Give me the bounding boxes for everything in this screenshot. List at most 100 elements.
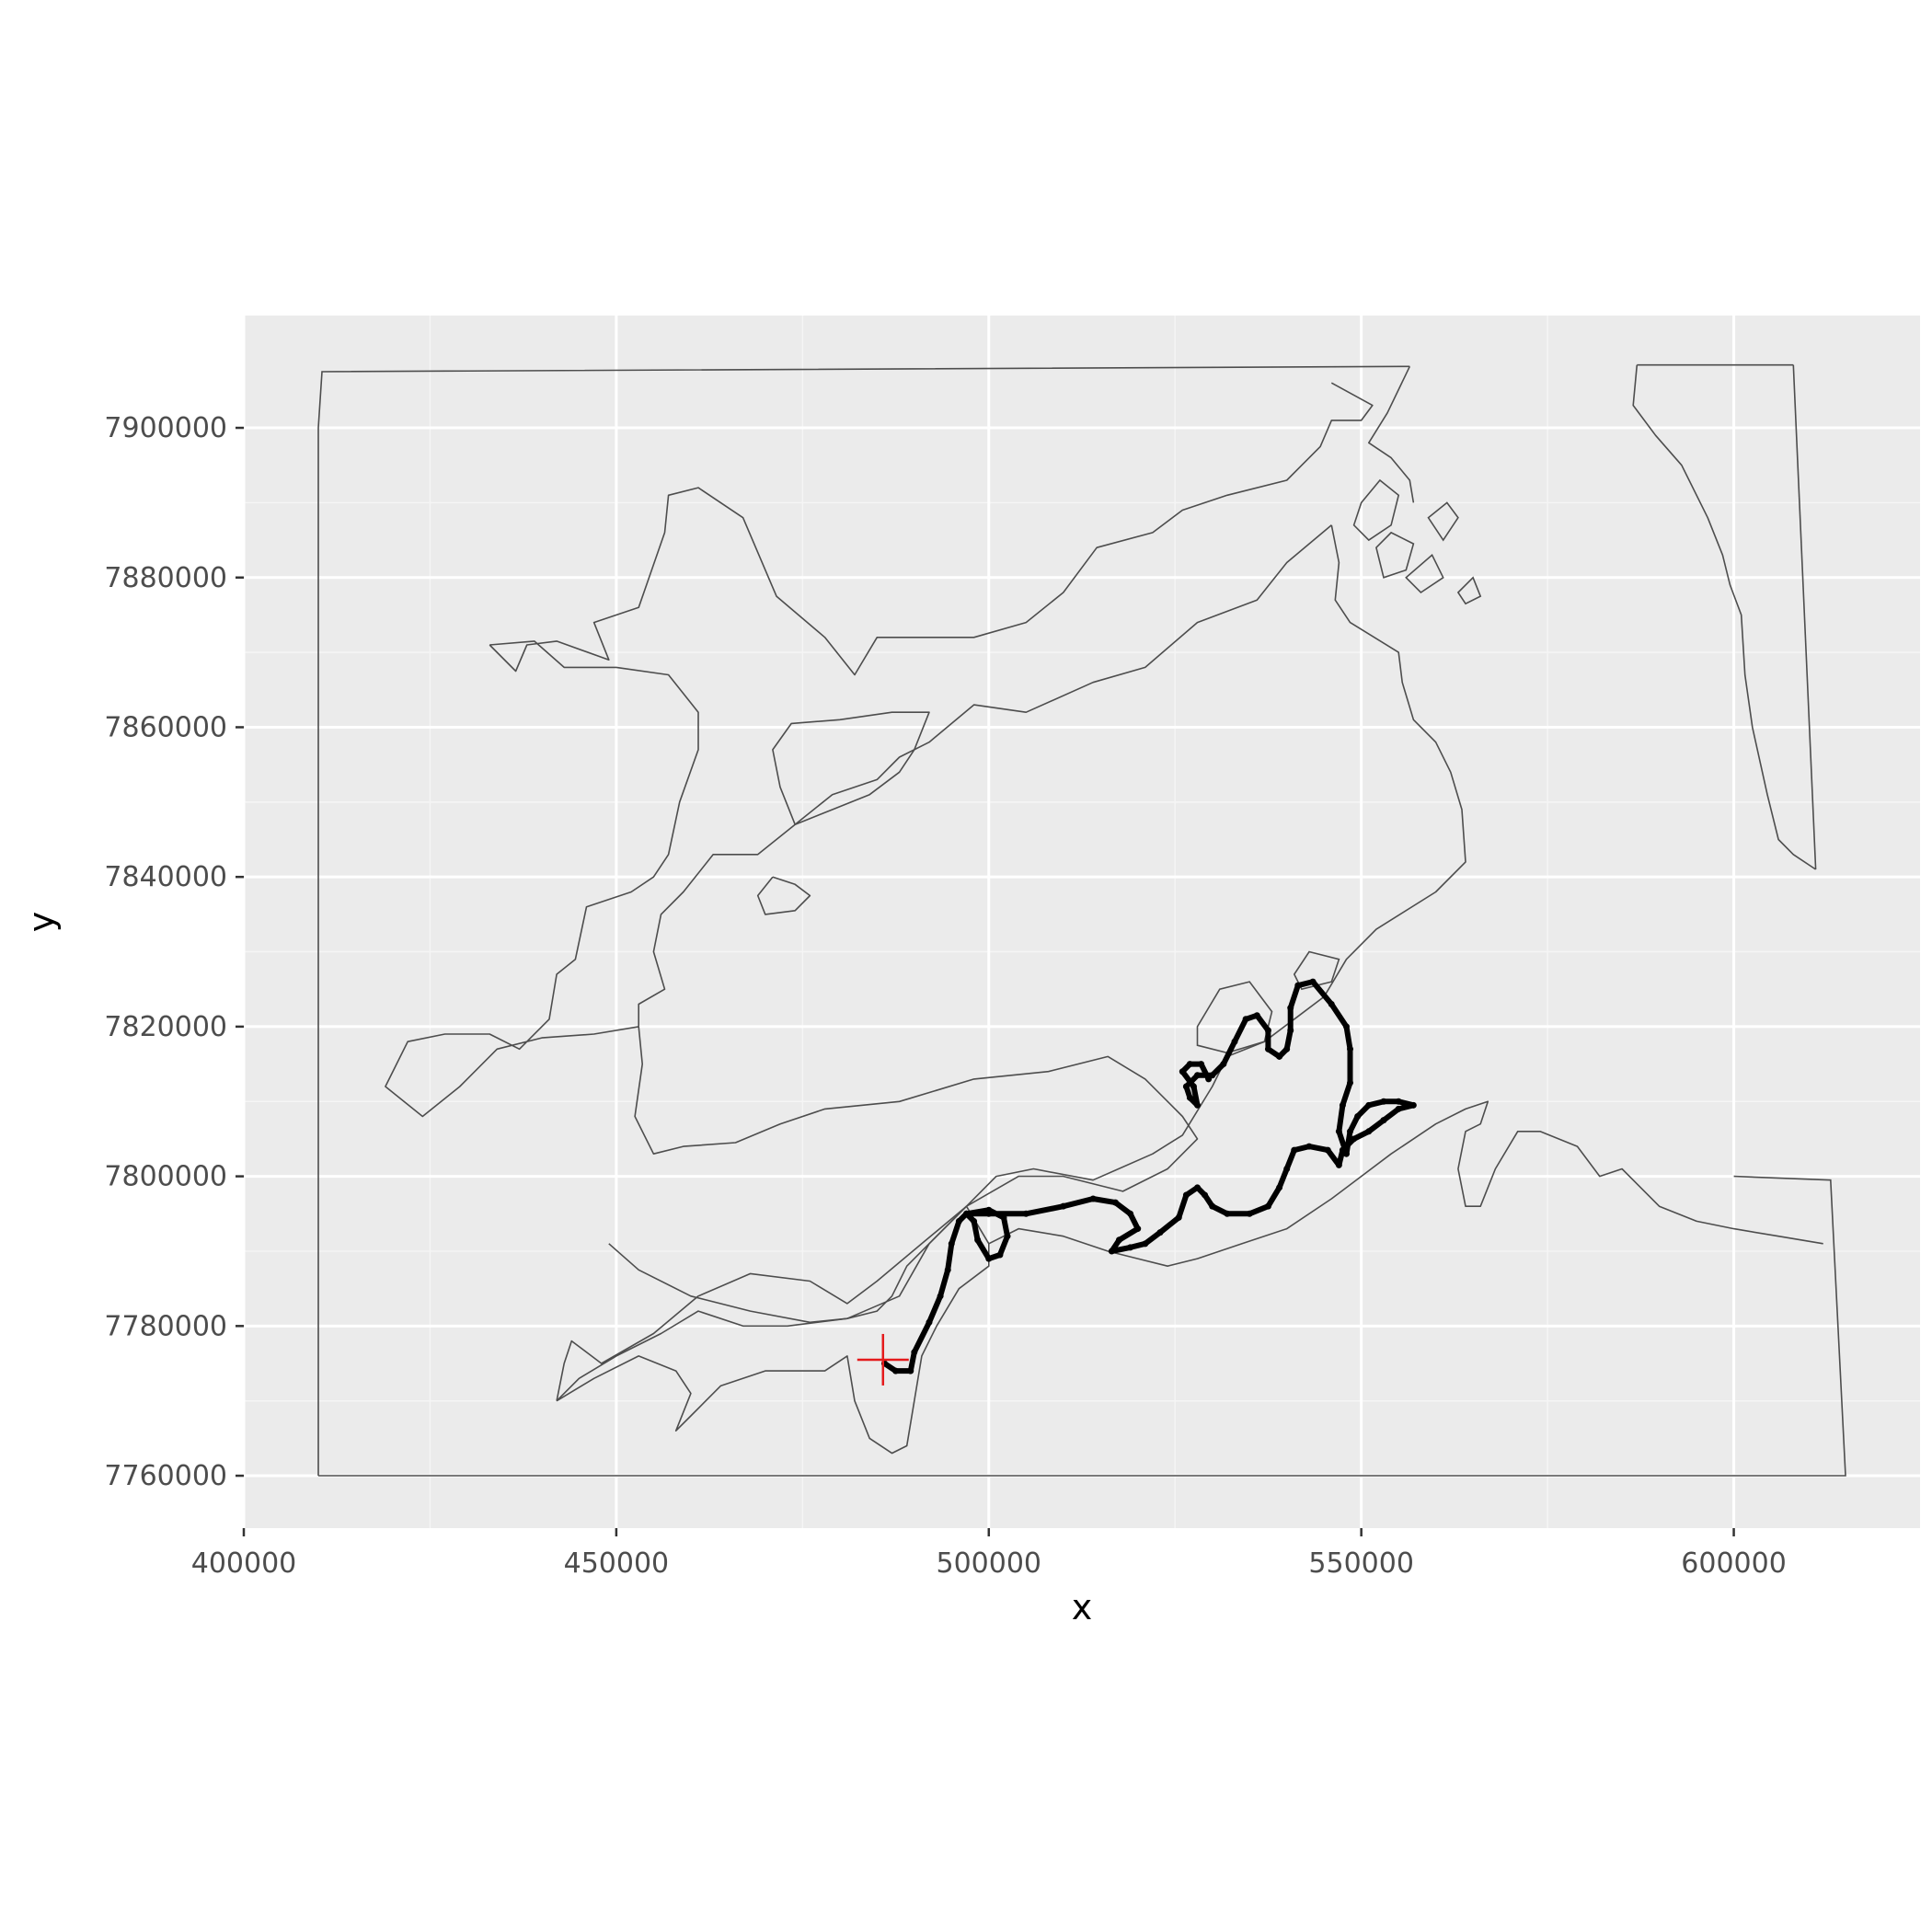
track-point (1380, 1098, 1387, 1105)
track-point (1004, 1233, 1011, 1240)
island (1456, 576, 1482, 605)
study-area-boundary-south (318, 1175, 1846, 1477)
track-point (1000, 1213, 1007, 1221)
track-point (1108, 1248, 1115, 1255)
y-tick-label: 7880000 (104, 562, 227, 594)
track-point (1276, 1184, 1283, 1191)
track-point (1283, 1045, 1291, 1052)
y-tick-label: 7800000 (104, 1161, 227, 1193)
track-point (1409, 1101, 1417, 1109)
y-tick-label: 7760000 (104, 1460, 227, 1492)
y-tick-label: 7780000 (104, 1310, 227, 1342)
track-point (1220, 1061, 1227, 1068)
track-point (1242, 1016, 1249, 1023)
track-point (974, 1236, 982, 1244)
coastline (1632, 364, 1817, 870)
track-point (926, 1318, 933, 1326)
coastline (638, 524, 1332, 1027)
track-point (1347, 1045, 1354, 1052)
track-point (1294, 982, 1302, 989)
track-point (1335, 1128, 1342, 1135)
island (1352, 478, 1400, 542)
track-point (962, 1210, 970, 1217)
track-point (944, 1266, 951, 1273)
track-point (971, 1217, 978, 1225)
track-point (1022, 1210, 1029, 1217)
y-tick-label: 7820000 (104, 1011, 227, 1043)
track-point (1224, 1210, 1231, 1217)
track-point (1305, 1143, 1313, 1150)
x-tick-label: 500000 (937, 1547, 1042, 1580)
track-point (1202, 1191, 1209, 1199)
track-point (1365, 1128, 1373, 1135)
track-point (911, 1349, 918, 1356)
track-point (1339, 1101, 1346, 1109)
track-point (1209, 1202, 1216, 1210)
track-point (1283, 1165, 1291, 1172)
track-point (1179, 1068, 1186, 1075)
coastline (988, 1100, 1823, 1267)
track-point (1335, 1161, 1342, 1168)
island (1405, 554, 1444, 594)
track-point (1231, 1038, 1238, 1045)
track-point (1264, 1202, 1271, 1210)
track-point (1253, 1012, 1260, 1019)
y-tick-label: 7840000 (104, 861, 227, 893)
track-point (1342, 1150, 1350, 1157)
coastline (1368, 365, 1415, 503)
track-point (1291, 1146, 1298, 1154)
track-point (1186, 1061, 1193, 1068)
track-point (1205, 1075, 1213, 1083)
track-point (1287, 1027, 1294, 1034)
track-point (1115, 1236, 1122, 1244)
axes: 400000 450000 500000 550000 600000 7760000 778… (104, 412, 1786, 1580)
track-point (1134, 1225, 1142, 1233)
x-tick-label: 550000 (1308, 1547, 1414, 1580)
coastline (756, 876, 811, 915)
track-point (1182, 1191, 1190, 1199)
track-point (1142, 1240, 1149, 1248)
track-point (1347, 1079, 1354, 1087)
track-point (1395, 1098, 1402, 1105)
track-point (1060, 1202, 1067, 1210)
track-point (1309, 978, 1317, 985)
track-point (1111, 1199, 1119, 1206)
coastline (556, 1026, 1199, 1402)
track-point (955, 1217, 962, 1225)
x-tick-label: 400000 (191, 1547, 297, 1580)
track-point (1347, 1128, 1354, 1135)
track-point (937, 1293, 944, 1300)
track-point (1198, 1061, 1205, 1068)
track-point (1089, 1195, 1097, 1202)
track-point (948, 1240, 955, 1248)
plot-panel (244, 316, 1920, 1528)
track-point (892, 1367, 900, 1374)
track-point (1354, 1113, 1362, 1121)
track-point (1127, 1244, 1134, 1251)
track-point (1182, 1083, 1190, 1090)
track-point (1194, 1184, 1202, 1191)
coastline (489, 382, 1374, 676)
y-tick-label: 7900000 (104, 412, 227, 444)
animal-track (880, 978, 1417, 1374)
track-point (1276, 1052, 1283, 1060)
track-point (1186, 1094, 1193, 1101)
track-point (996, 1251, 1004, 1259)
coastline (772, 711, 930, 825)
track-point (1264, 1045, 1271, 1052)
track-point (1324, 1146, 1331, 1154)
track-point (907, 1367, 914, 1374)
coastline (385, 640, 699, 1118)
track-point (1246, 1210, 1253, 1217)
y-axis-title: y (21, 912, 62, 933)
track-point (1380, 1117, 1387, 1124)
track-point (1175, 1213, 1182, 1221)
track-point (1194, 1101, 1202, 1109)
island (1427, 501, 1459, 542)
track-point (1328, 1000, 1335, 1007)
track-point (985, 1255, 993, 1262)
x-axis-title: x (1072, 1587, 1093, 1627)
track-point (1395, 1105, 1402, 1112)
release-marker (857, 1333, 909, 1386)
